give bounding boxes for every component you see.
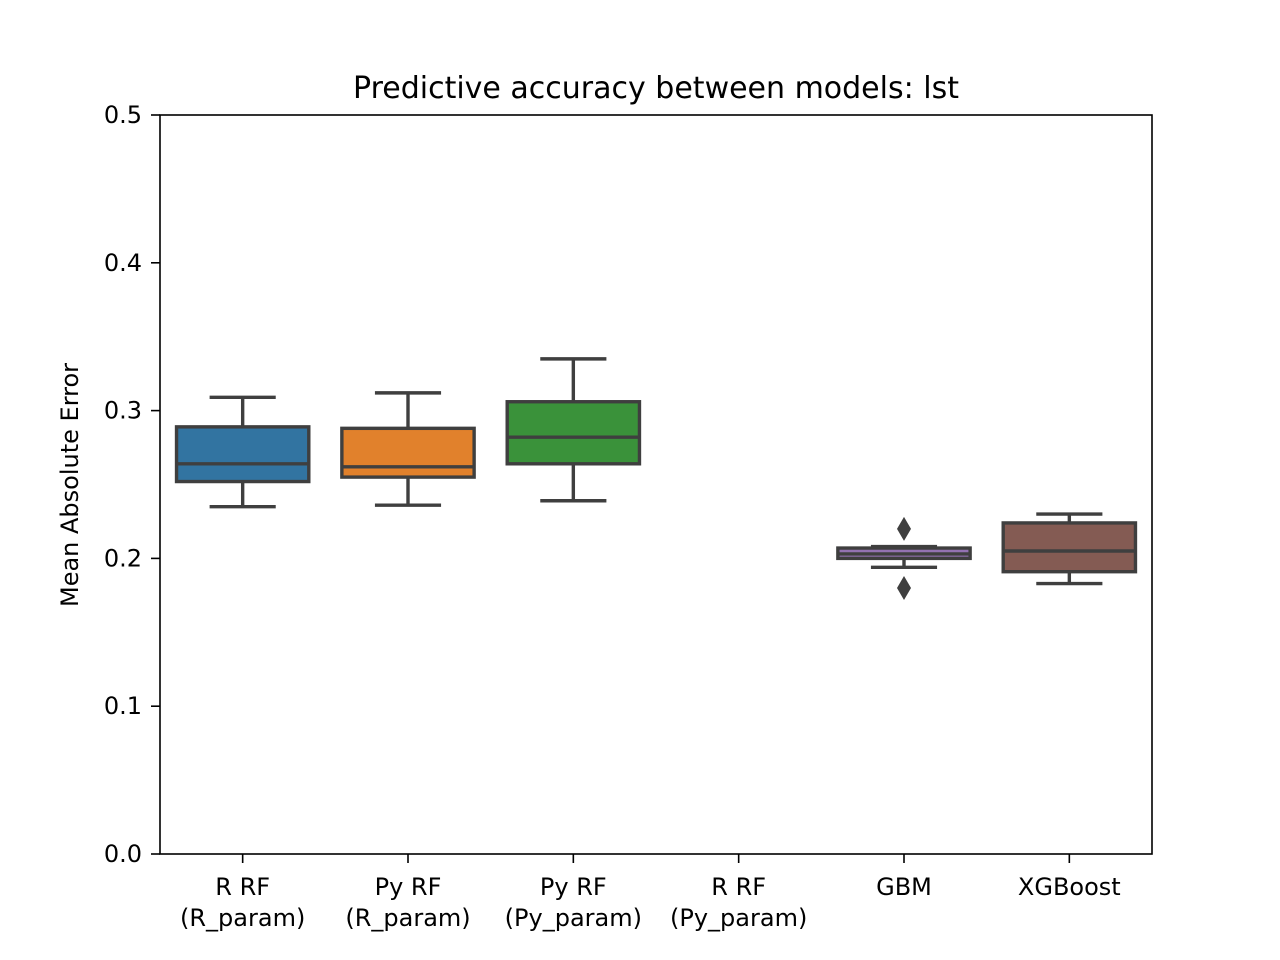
box	[1001, 521, 1138, 574]
x-tick-label: (Py_param)	[670, 904, 807, 932]
x-tick-label: (R_param)	[345, 904, 470, 932]
x-tick-label: (R_param)	[180, 904, 305, 932]
y-tick-label: 0.2	[104, 544, 142, 572]
outlier-point	[897, 516, 911, 541]
y-tick-label: 0.1	[104, 692, 142, 720]
outlier-point	[897, 575, 911, 600]
y-tick-label: 0.4	[104, 249, 142, 277]
x-tick-label: XGBoost	[1018, 873, 1121, 901]
x-tick-label: R RF	[711, 873, 766, 901]
x-tick-label: R RF	[215, 873, 270, 901]
y-tick-label: 0.5	[104, 101, 142, 129]
plot-area: 0.0 0.1 0.2 0.3 0.4 0.5 R RF (R_param) Py RF (R_p…	[104, 101, 1138, 932]
x-tick-label: Py RF	[375, 873, 442, 901]
y-tick-label: 0.0	[104, 840, 142, 868]
x-tick-label: Py RF	[540, 873, 607, 901]
box	[340, 426, 476, 479]
axes-frame	[159, 114, 1153, 855]
y-tick-label: 0.3	[104, 397, 142, 425]
x-tick-label: GBM	[876, 873, 932, 901]
chart-title: Predictive accuracy between models: lst	[353, 71, 959, 106]
box	[505, 400, 642, 466]
box	[174, 425, 311, 484]
x-tick-label: (Py_param)	[505, 904, 642, 932]
y-axis-label: Mean Absolute Error	[56, 363, 84, 607]
